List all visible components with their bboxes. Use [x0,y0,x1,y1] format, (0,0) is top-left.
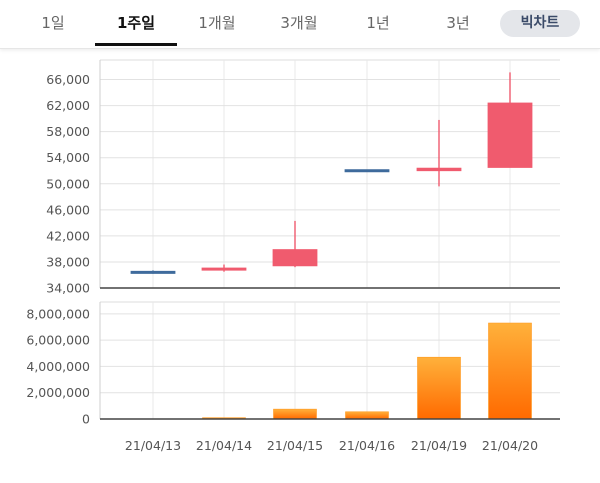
price-y-tick-label: 34,000 [46,281,90,296]
tab-1-day[interactable]: 1일 [41,14,65,32]
volume-bar-21/04/15 [273,408,317,420]
x-tick-label: 21/04/20 [482,438,538,453]
tab-3-years[interactable]: 3년 [446,14,470,32]
volume-y-tick-label: 0 [82,412,90,427]
x-axis-labels: 21/04/13 21/04/14 21/04/15 21/04/16 21/04/19… [125,438,538,453]
candle-body [272,249,318,267]
tab-1-year[interactable]: 1년 [366,14,390,32]
volume-bars [100,322,560,420]
volume-y-tick-label: 6,000,000 [26,333,90,348]
x-tick-label: 21/04/15 [267,438,323,453]
price-y-tick-label: 62,000 [46,98,90,113]
price-y-tick-label: 54,000 [46,150,90,165]
candle-body [344,169,390,173]
tab-1-month[interactable]: 1개월 [198,14,236,32]
volume-bar-21/04/16 [345,411,389,420]
volume-bar-21/04/20 [488,322,532,420]
price-y-tick-label: 38,000 [46,254,90,269]
volume-grid: 0 2,000,000 4,000,000 6,000,000 8,000,000 [26,301,560,427]
price-y-tick-label: 50,000 [46,176,90,191]
volume-y-tick-label: 4,000,000 [26,359,90,374]
candle-body [487,102,533,168]
x-tick-label: 21/04/13 [125,438,181,453]
price-y-tick-label: 46,000 [46,202,90,217]
x-tick-label: 21/04/19 [411,438,467,453]
candle-body [130,270,176,274]
period-tab-bar: 1일 1주일 1개월 3개월 1년 3년 빅차트 [0,0,600,49]
stock-chart: 34,000 38,000 42,000 46,000 50,000 54,000 58,0… [26,59,560,453]
big-chart-button[interactable]: 빅차트 [500,10,580,37]
candle-body [416,167,462,172]
price-candles [130,72,533,274]
volume-bar-21/04/19 [417,356,461,420]
candle-body [201,267,247,271]
price-y-tick-label: 58,000 [46,124,90,139]
candle-21/04/15 [272,220,318,268]
x-tick-label: 21/04/14 [196,438,252,453]
tab-3-months[interactable]: 3개월 [280,14,318,32]
tab-1-week[interactable]: 1주일 [95,0,177,46]
x-tick-label: 21/04/16 [339,438,395,453]
price-grid: 34,000 38,000 42,000 46,000 50,000 54,000 58,0… [46,59,560,296]
candle-21/04/20 [487,72,533,168]
volume-y-tick-label: 8,000,000 [26,306,90,321]
candle-21/04/19 [416,119,462,187]
volume-y-tick-label: 2,000,000 [26,385,90,400]
candle-21/04/13 [130,270,176,274]
price-y-tick-label: 42,000 [46,228,90,243]
candle-21/04/16 [344,169,390,173]
price-y-tick-label: 66,000 [46,72,90,87]
candle-21/04/14 [201,264,247,272]
